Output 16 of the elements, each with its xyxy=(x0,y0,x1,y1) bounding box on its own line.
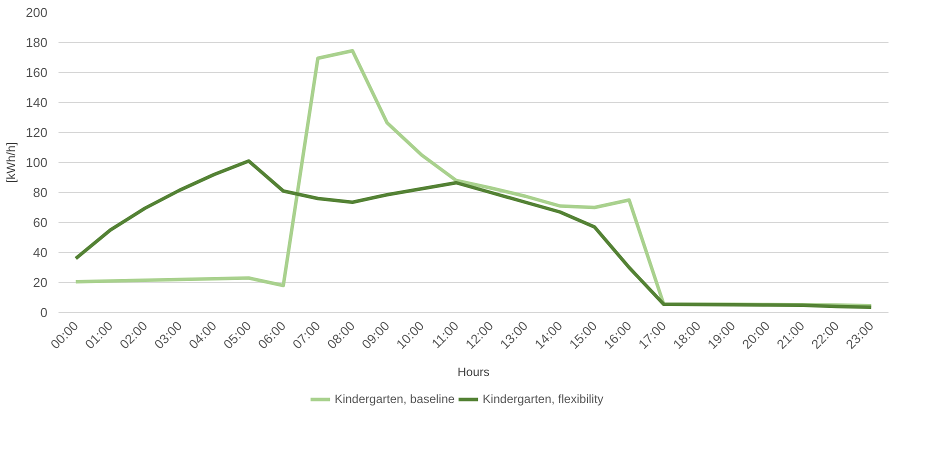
legend-label: Kindergarten, flexibility xyxy=(482,392,604,406)
y-tick-label: 160 xyxy=(26,65,48,80)
y-tick-label: 40 xyxy=(33,245,48,260)
x-axis-title: Hours xyxy=(457,365,490,380)
y-tick-label: 180 xyxy=(26,35,48,50)
y-tick-label: 140 xyxy=(26,95,48,110)
y-axis-title: [kWh/h] xyxy=(4,142,18,183)
y-tick-label: 100 xyxy=(26,155,48,170)
y-tick-label: 80 xyxy=(33,185,48,200)
y-tick-label: 120 xyxy=(26,125,48,140)
y-tick-label: 60 xyxy=(33,215,48,230)
line-series xyxy=(74,159,873,309)
legend-label: Kindergarten, baseline xyxy=(334,392,455,406)
y-tick-label: 0 xyxy=(40,305,48,320)
y-tick-label: 20 xyxy=(33,275,48,290)
y-tick-label: 200 xyxy=(26,5,48,20)
